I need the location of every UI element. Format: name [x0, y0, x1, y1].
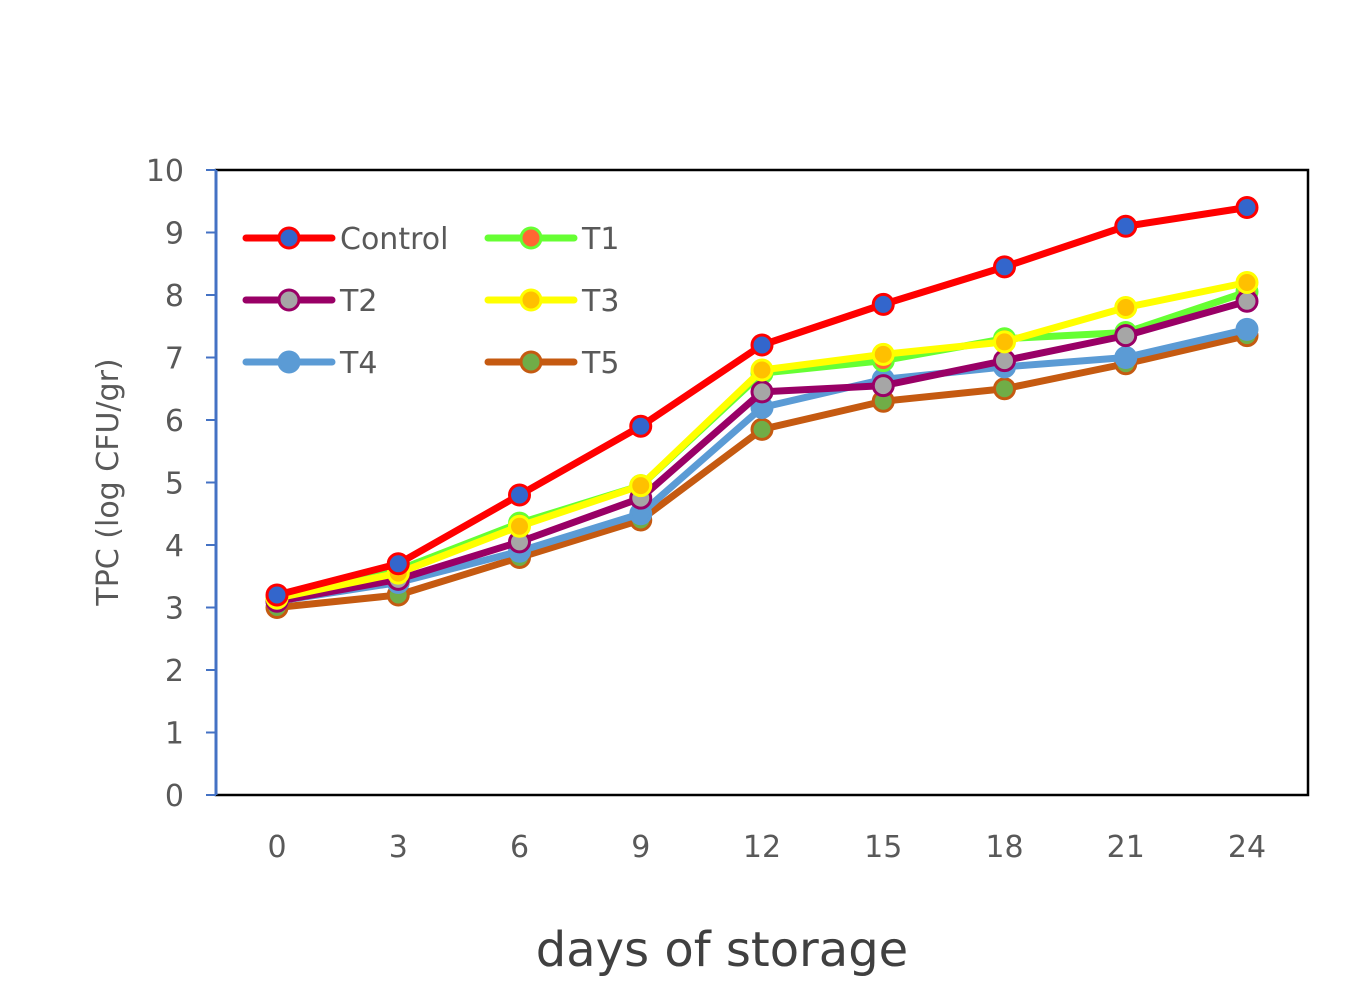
legend-item-t3: T3	[484, 284, 619, 319]
y-tick-label: 7	[165, 342, 184, 377]
series-t2	[265, 289, 1259, 613]
x-tick-label: 24	[1228, 830, 1266, 865]
data-point	[1114, 296, 1138, 319]
legend-item-t5: T5	[484, 346, 619, 381]
y-tick-label: 0	[165, 779, 184, 814]
series-t3	[265, 271, 1259, 610]
data-point	[629, 414, 653, 438]
series-control	[265, 196, 1259, 607]
data-point	[750, 333, 774, 357]
legend-marker	[277, 350, 301, 374]
legend-label: T4	[339, 346, 377, 381]
data-point	[871, 292, 895, 316]
x-axis-label: days of storage	[536, 922, 908, 978]
x-tick-label: 21	[1107, 830, 1145, 865]
x-tick-label: 18	[985, 830, 1023, 865]
data-point	[993, 330, 1016, 354]
legend-label: T5	[581, 346, 619, 381]
legend-marker	[277, 226, 301, 250]
legend-item-control: Control	[242, 222, 448, 257]
data-point	[508, 514, 531, 538]
data-point	[1235, 289, 1259, 313]
y-tick-label: 3	[165, 592, 184, 627]
legend-item-t4: T4	[242, 346, 377, 381]
legend: Control T1 T2 T3 T4 T5	[242, 222, 619, 381]
data-point	[1235, 196, 1259, 219]
legend-label: T1	[581, 222, 619, 257]
data-point	[750, 417, 774, 441]
y-tick-label: 2	[165, 654, 184, 689]
series-layer	[265, 196, 1259, 619]
data-point	[871, 342, 895, 366]
data-point	[386, 552, 410, 576]
x-tick-label: 12	[743, 830, 781, 865]
x-tick-label: 0	[267, 830, 286, 865]
data-point	[993, 255, 1016, 279]
data-point	[750, 358, 774, 382]
plot-area	[214, 168, 1310, 797]
legend-marker	[519, 288, 543, 312]
data-point	[871, 374, 895, 398]
data-point	[993, 377, 1016, 401]
data-point	[1114, 214, 1138, 238]
legend-label: T3	[581, 284, 619, 319]
legend-item-t2: T2	[242, 284, 377, 319]
legend-marker	[519, 350, 543, 374]
x-tick-label: 15	[864, 830, 902, 865]
y-tick-label: 5	[165, 467, 184, 502]
y-tick-label: 10	[146, 154, 184, 189]
data-point	[1235, 317, 1259, 341]
data-point	[1114, 324, 1138, 348]
legend-marker	[519, 226, 543, 250]
data-point	[1235, 271, 1259, 294]
data-point	[629, 474, 653, 498]
data-point	[993, 349, 1016, 373]
legend-label: Control	[340, 222, 448, 257]
y-axis-label: TPC (log CFU/gr)	[91, 358, 126, 606]
x-tick-label: 9	[631, 830, 650, 865]
legend-label: T2	[339, 284, 377, 319]
legend-marker	[277, 288, 301, 312]
data-point	[508, 483, 531, 507]
data-point	[265, 583, 289, 607]
y-axis-ticks: 0 1 2 3 4 5 6 7 8 9 10	[146, 154, 216, 814]
x-axis-ticks: 0 3 6 9 12 15 18 21 24	[267, 830, 1266, 865]
legend-item-t1: T1	[484, 222, 619, 257]
x-tick-label: 3	[389, 830, 408, 865]
y-tick-label: 4	[165, 529, 184, 564]
y-tick-label: 6	[165, 404, 184, 439]
y-tick-label: 1	[165, 717, 184, 752]
x-tick-label: 6	[510, 830, 529, 865]
y-tick-label: 9	[165, 217, 184, 252]
y-tick-label: 8	[165, 279, 184, 314]
data-point	[1114, 346, 1138, 369]
data-point	[750, 380, 774, 404]
